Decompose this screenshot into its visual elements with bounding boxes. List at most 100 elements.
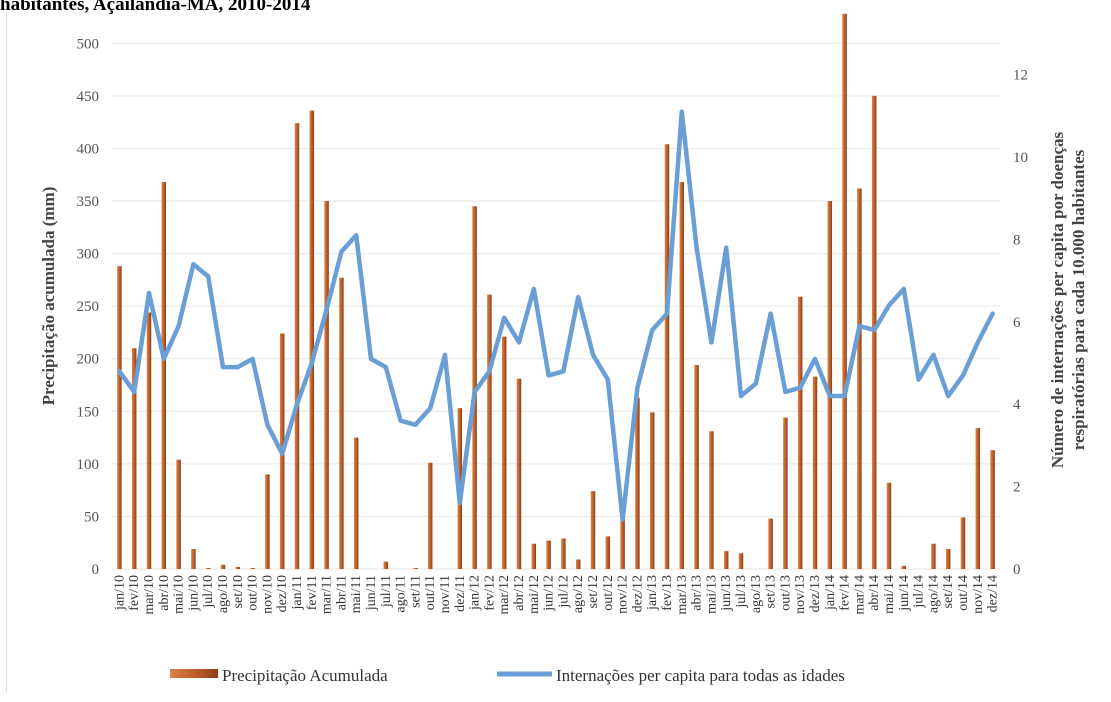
- bar-nov/13: [797, 296, 803, 569]
- x-tick-mai/14: mai/14: [882, 575, 897, 614]
- bar-out/11: [427, 462, 433, 569]
- left-axis-ticks: 0 50 100 150 200 250 300 350 400 450 500: [77, 36, 100, 578]
- line-series: [117, 109, 995, 522]
- x-tick-jan/11: jan/11: [290, 575, 305, 610]
- left-tick-500: 500: [77, 36, 100, 52]
- x-tick-out/14: out/14: [956, 575, 971, 611]
- left-tick-250: 250: [77, 299, 100, 315]
- x-tick-jul/11: jul/11: [379, 575, 394, 608]
- bar-fev/12: [487, 294, 492, 569]
- line-internacoes: [117, 109, 995, 522]
- right-tick-6: 6: [1013, 315, 1021, 331]
- left-tick-350: 350: [77, 194, 100, 210]
- x-tick-dez/10: dez/10: [275, 575, 290, 612]
- right-tick-8: 8: [1013, 232, 1021, 248]
- x-tick-out/11: out/11: [423, 575, 438, 610]
- x-tick-abr/11: abr/11: [334, 575, 349, 610]
- x-tick-out/12: out/12: [601, 575, 616, 611]
- bar-mar/10: [146, 312, 152, 569]
- bar-jan/10: [117, 266, 122, 569]
- bar-ago/12: [575, 559, 581, 569]
- x-tick-set/14: set/14: [941, 575, 956, 608]
- legend-label-precipitacao: Precipitação Acumulada: [222, 666, 388, 685]
- x-tick-out/10: out/10: [246, 575, 261, 611]
- legend: Precipitação Acumulada Internações per c…: [170, 666, 845, 685]
- x-tick-abr/14: abr/14: [867, 575, 882, 611]
- left-tick-0: 0: [92, 562, 100, 578]
- x-tick-mar/12: mar/12: [497, 575, 512, 615]
- bar-set/13: [768, 518, 773, 569]
- legend-swatch-precipitacao: [170, 669, 218, 678]
- x-tick-jun/12: jun/12: [542, 575, 557, 612]
- x-tick-fev/10: fev/10: [127, 575, 142, 611]
- bar-set/14: [945, 549, 951, 569]
- bar-out/12: [605, 536, 611, 569]
- x-tick-ago/12: ago/12: [571, 575, 586, 613]
- x-tick-mar/14: mar/14: [852, 575, 867, 615]
- x-tick-jan/10: jan/10: [112, 575, 127, 611]
- x-tick-mar/13: mar/13: [675, 575, 690, 615]
- left-tick-300: 300: [77, 247, 100, 263]
- right-tick-0: 0: [1013, 562, 1021, 578]
- bar-jan/12: [472, 206, 477, 569]
- bar-jan/13: [649, 412, 655, 569]
- x-tick-fev/13: fev/13: [660, 575, 675, 611]
- left-tick-50: 50: [84, 509, 99, 525]
- bar-jan/14: [827, 201, 833, 569]
- x-tick-jul/14: jul/14: [912, 575, 927, 609]
- left-tick-450: 450: [77, 89, 100, 105]
- x-tick-mar/11: mar/11: [320, 575, 335, 614]
- bar-abr/13: [694, 365, 699, 569]
- bar-dez/14: [990, 450, 995, 569]
- x-tick-dez/11: dez/11: [453, 575, 468, 612]
- bar-nov/12: [620, 509, 625, 569]
- x-tick-mar/10: mar/10: [142, 575, 157, 615]
- x-tick-jul/10: jul/10: [201, 575, 216, 609]
- x-tick-abr/10: abr/10: [157, 575, 172, 611]
- bar-fev/13: [664, 144, 670, 570]
- bar-out/14: [960, 517, 966, 569]
- bar-ago/10: [220, 564, 226, 569]
- bar-abr/14: [871, 95, 877, 569]
- x-tick-mai/10: mai/10: [172, 575, 187, 614]
- x-tick-set/13: set/13: [764, 575, 779, 608]
- bar-set/10: [235, 566, 241, 569]
- y-axis-label-right-line1: Número de internações per capita por doe…: [1048, 132, 1067, 469]
- bar-fev/11: [309, 110, 315, 569]
- bar-mar/13: [679, 182, 685, 569]
- bar-jul/12: [561, 538, 566, 569]
- x-tick-mai/11: mai/11: [349, 575, 364, 613]
- x-tick-abr/12: abr/12: [512, 575, 527, 611]
- page-title: habitantes, Açailândia-MA, 2010-2014: [0, 0, 311, 15]
- x-tick-mai/13: mai/13: [704, 575, 719, 614]
- bar-jul/10: [205, 567, 211, 569]
- bar-jun/10: [191, 549, 196, 569]
- bar-nov/10: [265, 474, 270, 569]
- x-tick-nov/10: nov/10: [260, 575, 275, 614]
- x-tick-set/10: set/10: [231, 575, 246, 608]
- bar-mai/12: [531, 543, 537, 569]
- bar-nov/14: [975, 428, 981, 569]
- bar-mar/12: [501, 336, 507, 569]
- x-tick-jun/13: jun/13: [719, 575, 734, 612]
- right-tick-10: 10: [1013, 150, 1028, 166]
- x-tick-ago/10: ago/10: [216, 575, 231, 613]
- right-tick-12: 12: [1013, 68, 1028, 84]
- y-axis-label-left: Precipitação acumulada (mm): [39, 187, 58, 406]
- x-tick-fev/11: fev/11: [305, 575, 320, 610]
- bar-jul/13: [738, 553, 744, 569]
- x-tick-abr/13: abr/13: [690, 575, 705, 611]
- x-tick-nov/14: nov/14: [971, 575, 986, 614]
- bar-out/10: [250, 567, 255, 569]
- bar-abr/11: [339, 277, 344, 569]
- x-tick-set/11: set/11: [408, 575, 423, 608]
- right-axis-ticks: 0 2 4 6 8 10 12: [1013, 68, 1028, 578]
- x-axis-ticks: jan/10 fev/10 mar/10 abr/10 mai/10 jun/10 jul/…: [112, 575, 1000, 615]
- left-border: [6, 12, 7, 692]
- x-tick-set/12: set/12: [586, 575, 601, 608]
- bar-mai/14: [886, 482, 892, 569]
- x-tick-nov/12: nov/12: [616, 575, 631, 614]
- x-tick-jun/11: jun/11: [364, 575, 379, 611]
- y-axis-label-right-line2: respiratórias para cada 10.000 habitante…: [1069, 149, 1088, 450]
